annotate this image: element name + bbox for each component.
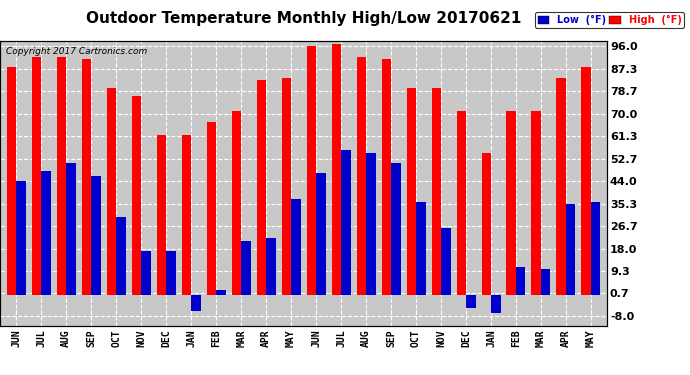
Bar [107, 88, 116, 295]
Bar [116, 217, 126, 295]
Bar [357, 57, 366, 295]
Bar [257, 80, 266, 295]
Bar [332, 44, 341, 295]
Bar [431, 88, 441, 295]
Bar [132, 96, 141, 295]
Bar [81, 59, 91, 295]
Bar [66, 163, 76, 295]
Bar [566, 204, 575, 295]
Bar [266, 238, 275, 295]
Bar [416, 202, 426, 295]
Bar [582, 67, 591, 295]
Bar [166, 251, 176, 295]
Bar [457, 111, 466, 295]
Bar [531, 111, 541, 295]
Bar [341, 150, 351, 295]
Bar [591, 202, 600, 295]
Bar [556, 78, 566, 295]
Bar [441, 228, 451, 295]
Bar [7, 67, 17, 295]
Bar [491, 295, 500, 313]
Bar [181, 135, 191, 295]
Bar [17, 181, 26, 295]
Bar [191, 295, 201, 311]
Bar [516, 267, 526, 295]
Bar [506, 111, 516, 295]
Bar [366, 153, 375, 295]
Bar [206, 122, 216, 295]
Bar [316, 173, 326, 295]
Bar [141, 251, 150, 295]
Bar [466, 295, 475, 308]
Bar [216, 290, 226, 295]
Bar [282, 78, 291, 295]
Bar [232, 111, 241, 295]
Bar [541, 269, 551, 295]
Bar [482, 153, 491, 295]
Bar [91, 176, 101, 295]
Bar [57, 57, 66, 295]
Bar [241, 241, 250, 295]
Bar [391, 163, 401, 295]
Bar [306, 46, 316, 295]
Bar [406, 88, 416, 295]
Bar [382, 59, 391, 295]
Bar [32, 57, 41, 295]
Bar [291, 199, 301, 295]
Text: Outdoor Temperature Monthly High/Low 20170621: Outdoor Temperature Monthly High/Low 201… [86, 11, 521, 26]
Bar [41, 171, 51, 295]
Bar [157, 135, 166, 295]
Text: Copyright 2017 Cartronics.com: Copyright 2017 Cartronics.com [6, 47, 148, 56]
Legend: Low  (°F), High  (°F): Low (°F), High (°F) [535, 12, 684, 28]
